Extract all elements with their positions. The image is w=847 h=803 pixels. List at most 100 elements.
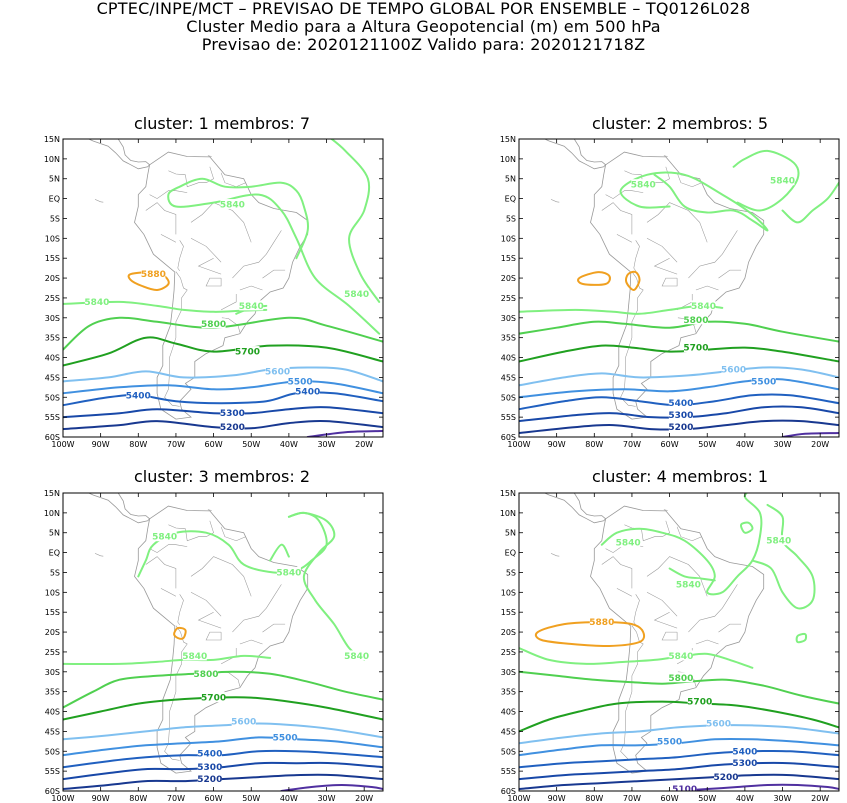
x-tick-label: 20W bbox=[811, 794, 829, 803]
y-tick-label: 55S bbox=[45, 767, 60, 776]
coastline-central-america bbox=[543, 493, 607, 524]
country-border bbox=[239, 285, 263, 291]
contour-5880 bbox=[577, 271, 611, 286]
y-tick-label: 5S bbox=[50, 214, 60, 223]
contour-label-5200: 5200 bbox=[197, 775, 222, 785]
x-tick-label: 100W bbox=[507, 794, 530, 803]
y-tick-label: 15N bbox=[500, 135, 516, 144]
x-tick-label: 30W bbox=[773, 440, 791, 449]
country-border bbox=[232, 230, 282, 279]
x-tick-label: 60W bbox=[661, 794, 679, 803]
contour-5400 bbox=[63, 391, 383, 407]
contour-label-bg bbox=[265, 365, 290, 376]
contour-label-5400: 5400 bbox=[668, 399, 693, 409]
contour-label-bg bbox=[683, 314, 708, 325]
contour-5700 bbox=[519, 700, 839, 733]
coastline-central-america bbox=[87, 139, 151, 170]
contour-label-5840: 5840 bbox=[152, 533, 177, 543]
map-frame bbox=[518, 492, 840, 792]
y-tick-label: 35S bbox=[45, 688, 60, 697]
y-tick-label: 5S bbox=[506, 214, 516, 223]
contour-5840 bbox=[668, 567, 716, 582]
contour-label-5400: 5400 bbox=[197, 749, 222, 759]
country-border bbox=[620, 271, 644, 407]
y-tick-label: 55S bbox=[501, 767, 516, 776]
x-tick-label: 40W bbox=[280, 440, 298, 449]
contour-label-5500: 5500 bbox=[751, 377, 776, 387]
contour-label-bg bbox=[197, 773, 222, 784]
country-border bbox=[232, 584, 282, 633]
contour-label-bg bbox=[706, 717, 731, 728]
contour-label-bg bbox=[201, 692, 226, 703]
contour-label-5600: 5600 bbox=[706, 719, 731, 729]
y-tick-label: 60S bbox=[45, 787, 60, 796]
country-border bbox=[605, 190, 644, 199]
y-tick-label: 15S bbox=[501, 608, 516, 617]
x-tick-label: 80W bbox=[129, 794, 147, 803]
country-border bbox=[190, 556, 252, 597]
contour-label-5300: 5300 bbox=[197, 763, 222, 773]
contour-label-bg bbox=[751, 375, 776, 386]
x-tick-label: 30W bbox=[317, 440, 335, 449]
contour-label-bg bbox=[732, 757, 757, 768]
y-tick-label: 25S bbox=[501, 648, 516, 657]
contour-5840 bbox=[781, 181, 839, 224]
contour-label-5700: 5700 bbox=[235, 348, 260, 358]
country-border bbox=[676, 526, 702, 541]
country-border bbox=[646, 238, 678, 263]
contour-label-bg bbox=[683, 342, 708, 353]
country-border bbox=[149, 544, 188, 553]
contour-label-5200: 5200 bbox=[714, 773, 739, 783]
y-tick-label: 45S bbox=[501, 727, 516, 736]
country-border bbox=[164, 271, 188, 407]
y-tick-label: 60S bbox=[501, 787, 516, 796]
contour-label-bg bbox=[657, 735, 682, 746]
country-border bbox=[197, 611, 222, 629]
contour-label-bg bbox=[84, 296, 109, 307]
contour-label-5400: 5400 bbox=[295, 387, 320, 397]
x-tick-label: 90W bbox=[92, 440, 110, 449]
contour-5100 bbox=[306, 430, 383, 437]
contour-label-5700: 5700 bbox=[683, 344, 708, 354]
island-outline bbox=[207, 155, 212, 157]
map-frame bbox=[62, 492, 384, 792]
header-line-2: Cluster Medio para a Altura Geopotencial… bbox=[186, 17, 661, 36]
contour-label-5840: 5840 bbox=[676, 580, 701, 590]
contour-label-5600: 5600 bbox=[231, 717, 256, 727]
contour-5300 bbox=[519, 761, 839, 781]
y-tick-label: 25S bbox=[45, 648, 60, 657]
y-tick-label: 30S bbox=[501, 314, 516, 323]
y-tick-label: 20S bbox=[501, 628, 516, 637]
contour-5840 bbox=[167, 177, 381, 335]
x-tick-label: 80W bbox=[129, 440, 147, 449]
y-tick-label: 15N bbox=[44, 135, 60, 144]
country-border bbox=[221, 317, 241, 333]
country-border bbox=[601, 202, 633, 235]
country-border bbox=[160, 234, 177, 243]
map-frame bbox=[62, 138, 384, 438]
contour-label-bg bbox=[668, 650, 693, 661]
header-line-1: CPTEC/INPE/MCT – PREVISAO DE TEMPO GLOBA… bbox=[96, 0, 751, 18]
contour-5400 bbox=[519, 749, 839, 769]
island-outline bbox=[663, 155, 668, 157]
contour-label-bg bbox=[721, 363, 746, 374]
country-border bbox=[695, 285, 719, 291]
x-tick-label: 60W bbox=[205, 440, 223, 449]
x-tick-label: 50W bbox=[698, 794, 716, 803]
x-tick-label: 30W bbox=[773, 794, 791, 803]
panel-title-4: cluster: 4 membros: 1 bbox=[591, 467, 769, 486]
x-tick-label: 100W bbox=[51, 440, 74, 449]
contour-label-5800: 5800 bbox=[201, 320, 226, 330]
contour-label-bg bbox=[668, 397, 693, 408]
y-tick-label: EQ bbox=[49, 195, 60, 204]
y-tick-label: 45S bbox=[45, 727, 60, 736]
contour-label-5840: 5840 bbox=[691, 302, 716, 312]
country-border bbox=[646, 202, 708, 243]
x-tick-label: 80W bbox=[585, 440, 603, 449]
y-tick-label: 60S bbox=[501, 433, 516, 442]
contour-label-5100: 5100 bbox=[672, 785, 697, 795]
y-tick-label: 10N bbox=[500, 509, 516, 518]
island-outline bbox=[663, 509, 668, 511]
x-tick-label: 50W bbox=[698, 440, 716, 449]
contour-label-5840: 5840 bbox=[631, 181, 656, 191]
